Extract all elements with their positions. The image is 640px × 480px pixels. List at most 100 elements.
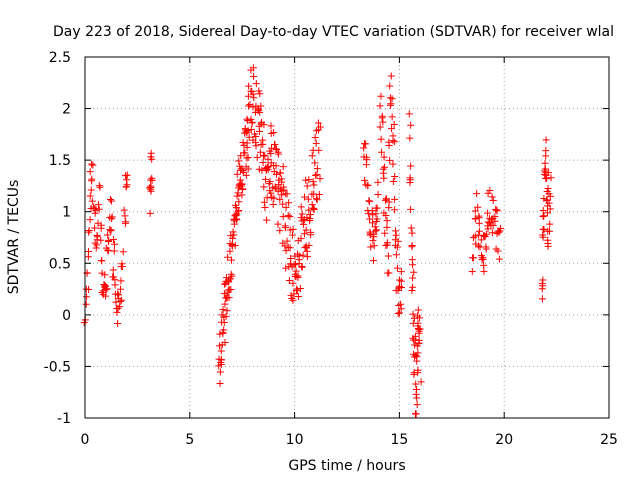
data-point <box>369 257 377 265</box>
data-point <box>86 216 94 224</box>
data-point <box>235 206 243 214</box>
data-point <box>413 353 421 361</box>
data-point <box>241 149 249 157</box>
data-point <box>97 224 105 232</box>
data-point <box>267 149 275 157</box>
y-tick-label: 2.5 <box>49 50 71 66</box>
data-point <box>248 119 256 127</box>
data-point <box>495 228 503 236</box>
data-point <box>303 182 311 190</box>
data-point <box>283 237 291 245</box>
data-point <box>545 227 553 235</box>
data-point <box>382 211 390 219</box>
data-point <box>85 227 93 235</box>
data-point <box>109 235 117 243</box>
data-point <box>268 144 276 152</box>
data-point <box>367 243 375 251</box>
data-point <box>116 303 124 311</box>
data-point <box>374 190 382 198</box>
data-point <box>115 291 123 299</box>
data-point <box>395 276 403 284</box>
data-point <box>380 163 388 171</box>
data-point <box>378 114 386 122</box>
data-point <box>372 227 380 235</box>
data-point <box>547 174 555 182</box>
data-point <box>477 236 485 244</box>
data-point <box>259 136 267 144</box>
data-point <box>495 255 503 263</box>
data-point <box>302 176 310 184</box>
data-point <box>85 286 93 294</box>
data-point <box>397 305 405 313</box>
data-point <box>121 212 129 220</box>
data-point <box>383 217 391 225</box>
data-point <box>409 261 417 269</box>
data-point <box>407 162 415 170</box>
data-point <box>497 225 505 233</box>
data-point <box>229 228 237 236</box>
data-point <box>412 336 420 344</box>
data-point <box>361 176 369 184</box>
data-point <box>270 194 278 202</box>
data-point <box>274 148 282 156</box>
data-point <box>271 141 279 149</box>
data-point <box>270 129 278 137</box>
data-point <box>276 195 284 203</box>
data-point <box>393 243 401 251</box>
data-point <box>305 206 313 214</box>
y-tick-label: 1.5 <box>49 153 71 169</box>
data-point <box>315 190 323 198</box>
data-point <box>412 410 420 418</box>
data-point <box>95 182 103 190</box>
x-tick-label: 10 <box>286 432 304 448</box>
data-point <box>259 158 267 166</box>
data-point <box>86 192 94 200</box>
data-point <box>307 211 315 219</box>
data-point <box>221 338 229 346</box>
data-point <box>263 194 271 202</box>
data-point <box>414 306 422 314</box>
data-point <box>301 193 309 201</box>
data-point <box>363 156 371 164</box>
data-point <box>475 219 483 227</box>
data-point <box>473 190 481 198</box>
chart-title: Day 223 of 2018, Sidereal Day-to-day VTE… <box>53 24 614 40</box>
data-point <box>294 292 302 300</box>
data-point <box>391 206 399 214</box>
data-point <box>243 139 251 147</box>
data-point <box>253 153 261 161</box>
data-point <box>302 226 310 234</box>
data-point <box>239 185 247 193</box>
data-point <box>365 197 373 205</box>
data-point <box>377 135 385 143</box>
data-point <box>390 120 398 128</box>
data-point <box>383 239 391 247</box>
data-point <box>289 225 297 233</box>
data-point <box>227 256 235 264</box>
data-point <box>384 252 392 260</box>
data-point <box>379 118 387 126</box>
data-point <box>283 190 291 198</box>
data-point <box>261 151 269 159</box>
data-point <box>544 236 552 244</box>
data-point <box>389 177 397 185</box>
data-point <box>244 92 252 100</box>
data-point <box>250 94 258 102</box>
data-point <box>294 273 302 281</box>
data-point <box>260 183 268 191</box>
data-point <box>300 220 308 228</box>
data-point <box>279 200 287 208</box>
data-point <box>397 277 405 285</box>
data-point <box>364 181 372 189</box>
data-point <box>235 157 243 165</box>
data-point <box>389 137 397 145</box>
y-tick-label: 1 <box>62 205 71 221</box>
data-point <box>408 241 416 249</box>
data-point <box>89 161 97 169</box>
x-tick-label: 0 <box>81 432 90 448</box>
data-point <box>244 116 252 124</box>
data-point <box>257 120 265 128</box>
data-point <box>249 90 257 98</box>
data-point <box>370 242 378 250</box>
